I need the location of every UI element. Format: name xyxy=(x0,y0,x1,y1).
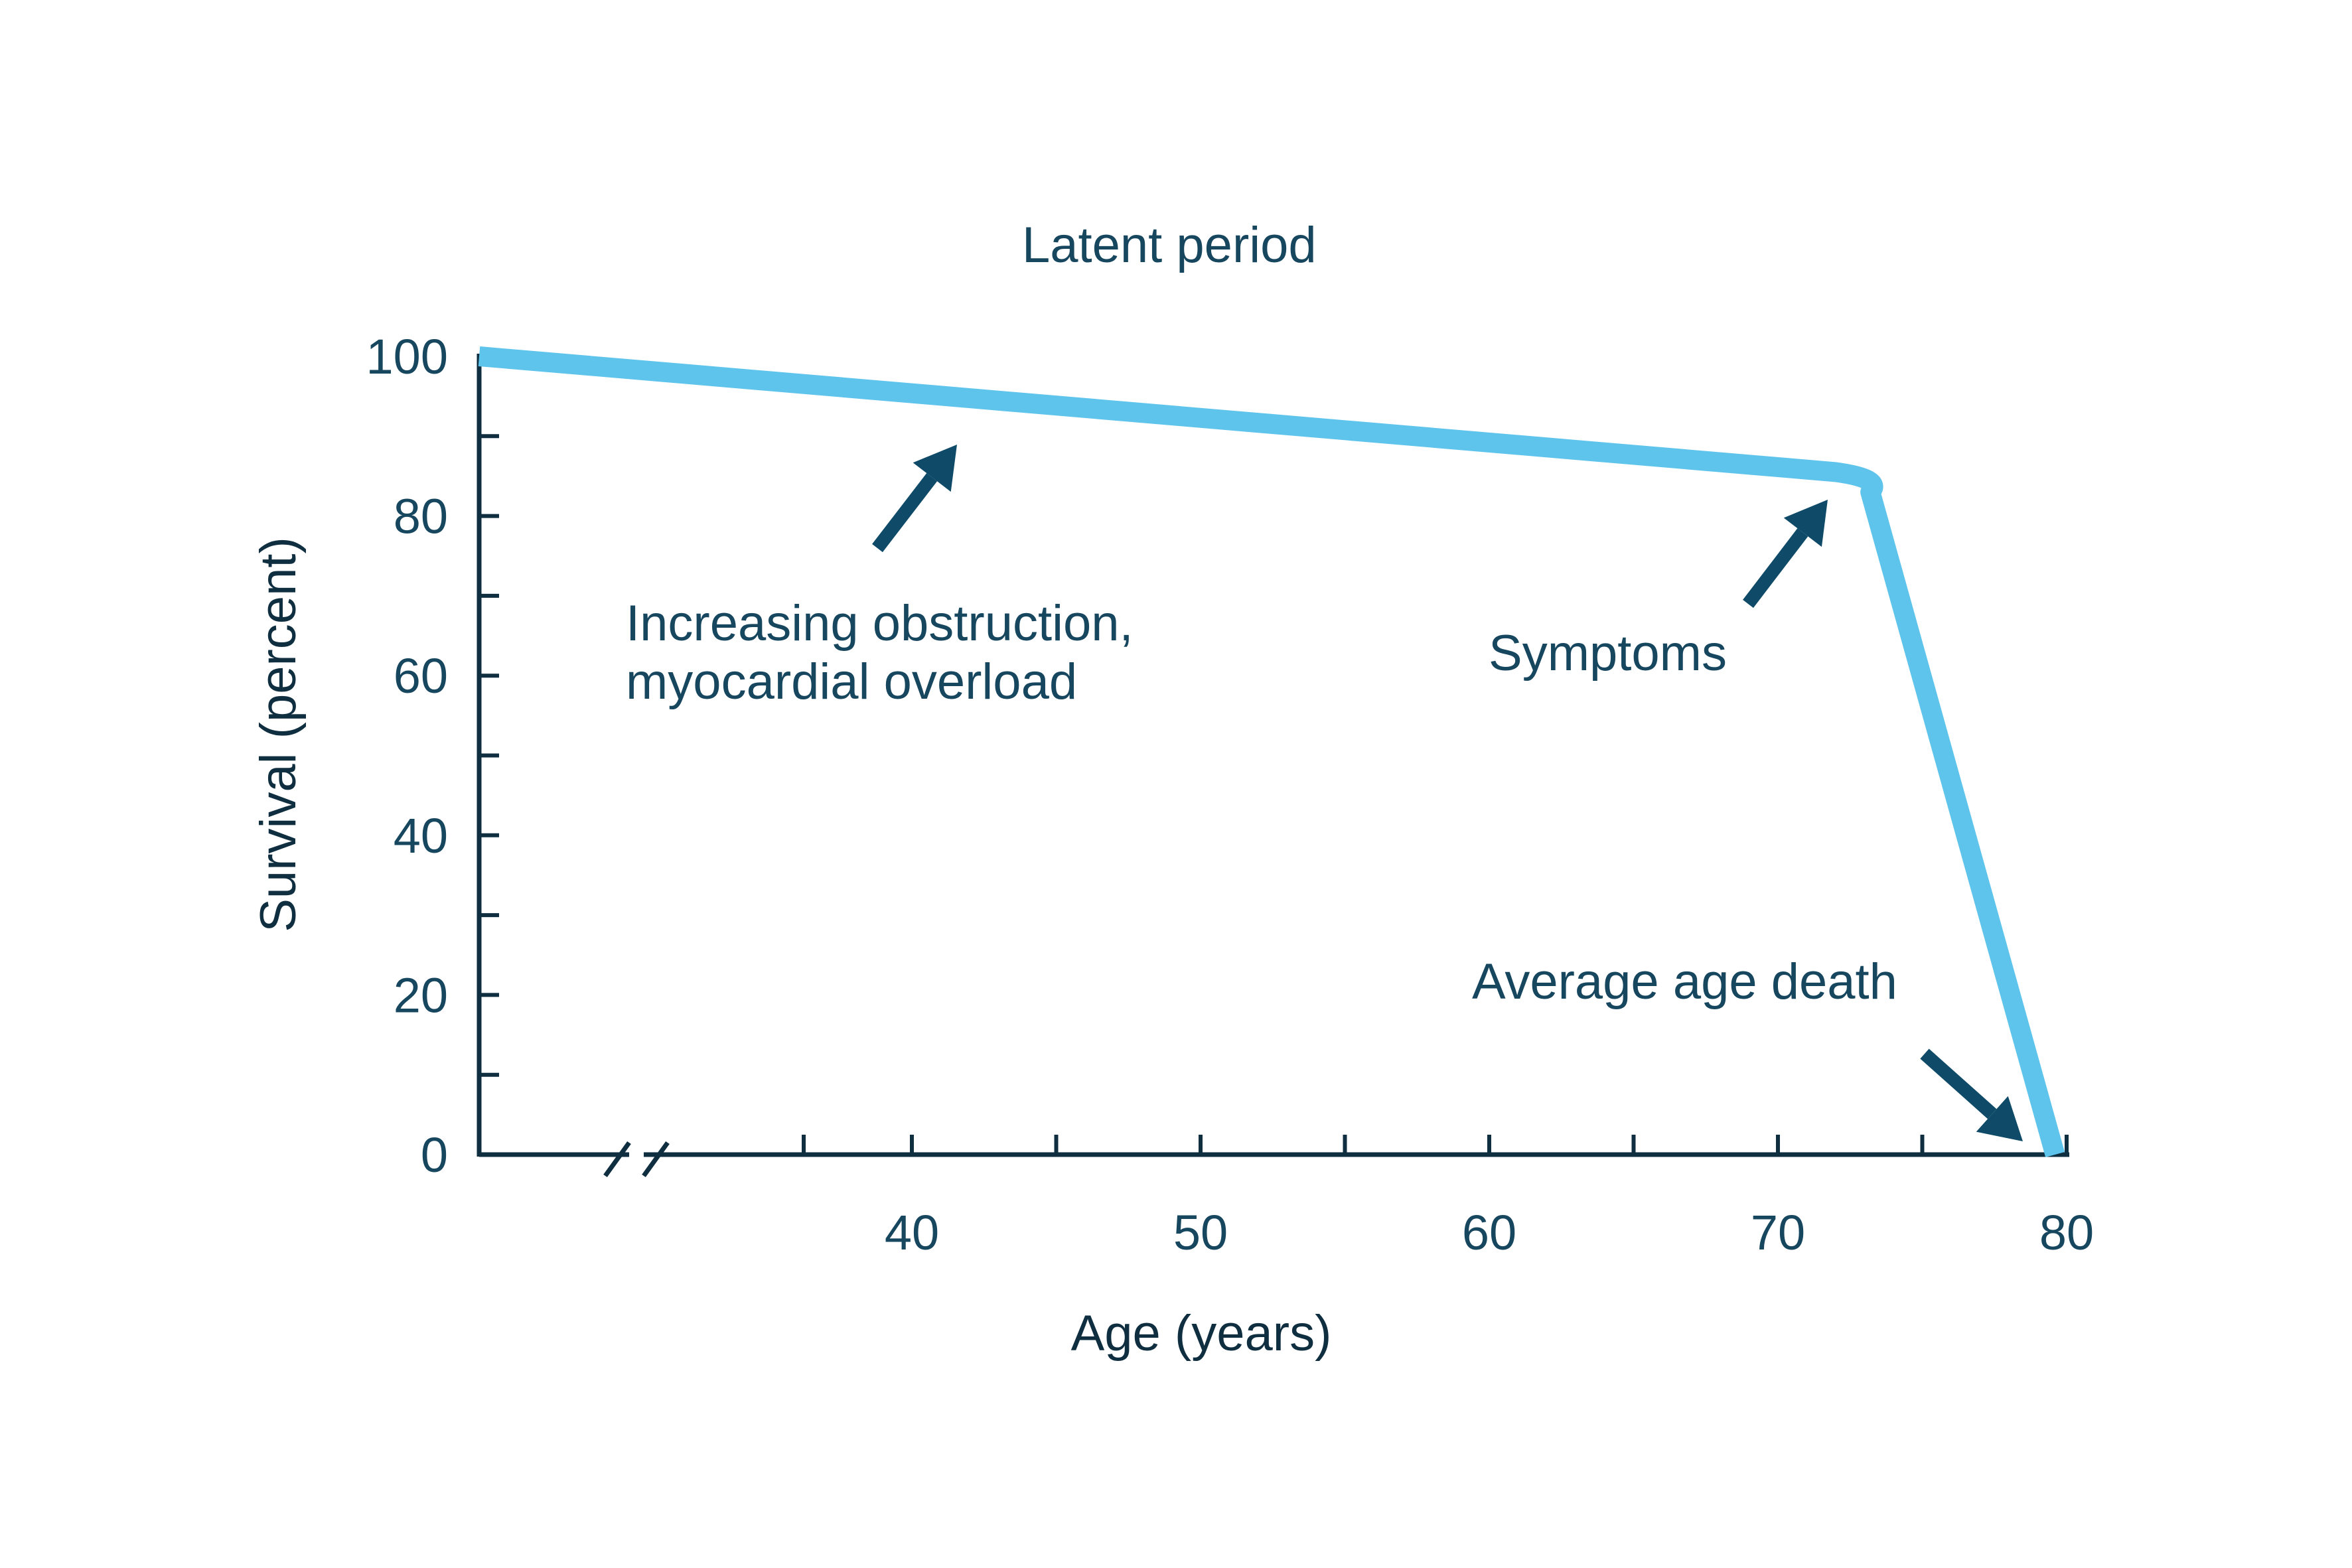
axis-break-mark xyxy=(603,1141,631,1178)
annotation-arrows xyxy=(872,445,2023,1141)
y-axis-title: Survival (percent) xyxy=(250,537,307,932)
annotation-latent-period: Latent period xyxy=(1022,217,1317,273)
annotation-increasing-obstruction: Increasing obstruction, myocardial overlo… xyxy=(626,595,1134,710)
x-tick-label: 40 xyxy=(885,1205,939,1260)
arrow-obstruction-shaft xyxy=(872,473,938,553)
axis-break-gap xyxy=(629,1150,644,1159)
tick-labels: 0 20 40 60 80 100 40 50 60 70 80 xyxy=(366,329,2095,1260)
x-tick-label: 60 xyxy=(1462,1205,1516,1260)
survival-line xyxy=(478,346,2065,1158)
y-tick-label: 100 xyxy=(366,329,448,384)
axis-break-mark xyxy=(642,1141,670,1178)
annotation-line: myocardial overload xyxy=(626,654,1077,710)
arrow-average-age-death-head xyxy=(1976,1096,2023,1141)
y-tick-label: 40 xyxy=(394,808,448,863)
ticks xyxy=(479,354,2069,1155)
x-tick-label: 70 xyxy=(1751,1205,1805,1260)
series xyxy=(478,346,2065,1158)
arrow-symptoms-shaft xyxy=(1743,528,1808,608)
x-axis-title: Age (years) xyxy=(1071,1305,1332,1362)
y-tick-label: 60 xyxy=(394,648,448,703)
annotation-average-age-death: Average age death xyxy=(1472,954,1897,1010)
annotation-line: Increasing obstruction, xyxy=(626,595,1134,652)
x-tick-label: 50 xyxy=(1173,1205,1228,1260)
x-tick-label: 80 xyxy=(2039,1205,2094,1260)
y-tick-label: 0 xyxy=(421,1127,448,1182)
arrow-obstruction-head xyxy=(913,445,957,492)
arrow-average-age-death-shaft xyxy=(1920,1048,1997,1119)
annotation-symptoms: Symptoms xyxy=(1489,625,1727,681)
arrow-symptoms-head xyxy=(1783,500,1828,547)
y-tick-label: 20 xyxy=(394,967,448,1023)
y-tick-label: 80 xyxy=(394,489,448,544)
